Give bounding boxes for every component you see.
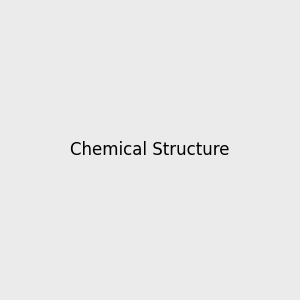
Text: Chemical Structure: Chemical Structure [70,141,230,159]
